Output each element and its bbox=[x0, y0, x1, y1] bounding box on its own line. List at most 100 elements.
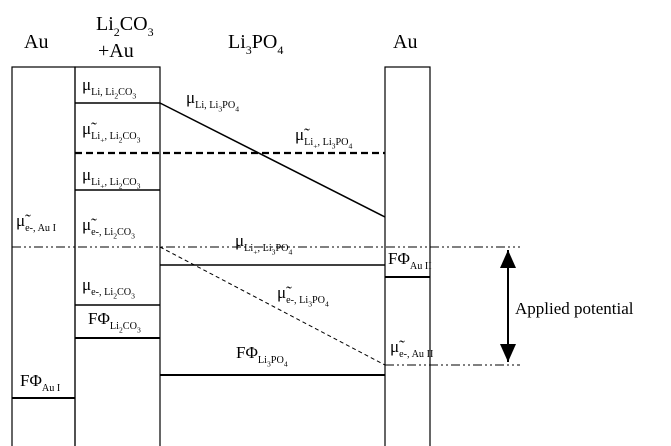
text-part: +Au bbox=[98, 40, 134, 62]
text-part: 2 bbox=[119, 326, 123, 335]
text-part: Li, Li bbox=[195, 100, 218, 111]
text-part: Li bbox=[96, 13, 114, 35]
level-label: μLi+, Li3PO4 bbox=[235, 231, 293, 257]
text-part: CO bbox=[120, 13, 148, 35]
text-part: PO bbox=[271, 355, 284, 366]
text-part: 2 bbox=[113, 232, 117, 241]
text-part: Au bbox=[24, 31, 48, 53]
text-part: Li bbox=[228, 31, 246, 53]
level-label: μ̃e-, Li3PO4 bbox=[277, 283, 329, 309]
column-header: Li3PO4 bbox=[228, 31, 283, 57]
text-part: 3 bbox=[132, 92, 136, 101]
level-label: FΦLi3PO4 bbox=[236, 343, 288, 369]
level-label: μ̃Li+, Li3PO4 bbox=[295, 125, 353, 151]
text-part: Au I bbox=[42, 383, 61, 394]
text-part: 3 bbox=[308, 300, 312, 309]
text-part: e-, Li bbox=[286, 295, 308, 306]
text-part: 4 bbox=[289, 248, 293, 257]
column-header: +Au bbox=[98, 40, 134, 62]
text-part: Li bbox=[91, 177, 100, 188]
text-part: , Li bbox=[105, 131, 119, 142]
text-part: 3 bbox=[131, 292, 135, 301]
level bbox=[159, 102, 386, 218]
text-part: 2 bbox=[119, 136, 123, 145]
text-part: 2 bbox=[114, 25, 120, 39]
text-part: Li bbox=[91, 131, 100, 142]
text-part: FΦ bbox=[88, 309, 110, 328]
text-part: FΦ bbox=[236, 343, 258, 362]
text-part: 3 bbox=[246, 43, 252, 57]
text-part: 2 bbox=[113, 292, 117, 301]
columns bbox=[11, 66, 431, 446]
level-label: μ̃Li+, Li2CO3 bbox=[82, 119, 141, 145]
column-header: Au bbox=[393, 31, 417, 53]
text-part: CO bbox=[122, 177, 136, 188]
text-part: , Li bbox=[258, 243, 272, 254]
level-label: FΦLi2CO3 bbox=[88, 309, 141, 335]
text-part: e-, Li bbox=[91, 287, 113, 298]
text-part: CO bbox=[122, 131, 136, 142]
text-part: Au bbox=[393, 31, 417, 53]
text-part: CO bbox=[118, 87, 132, 98]
text-part: PO bbox=[312, 295, 325, 306]
text-part: + bbox=[313, 142, 317, 151]
text-part: 2 bbox=[119, 182, 123, 191]
text-part: CO bbox=[117, 287, 131, 298]
level-label: μLi, Li3PO4 bbox=[186, 88, 239, 114]
levels bbox=[12, 102, 520, 399]
text-part: Li bbox=[304, 137, 313, 148]
text-part: Li, Li bbox=[91, 87, 114, 98]
text-part: μ bbox=[235, 231, 244, 250]
text-part: 4 bbox=[325, 300, 329, 309]
text-part: PO bbox=[252, 31, 278, 53]
text-part: e-, Au II bbox=[399, 349, 434, 360]
annotation: Applied potential bbox=[515, 299, 634, 318]
level-label: μ̃e-, Li2CO3 bbox=[82, 215, 135, 241]
text-part: 3 bbox=[218, 105, 222, 114]
text-part: , Li bbox=[105, 177, 119, 188]
column-header: Au bbox=[24, 31, 48, 53]
text-part: FΦ bbox=[20, 371, 42, 390]
level-label: FΦAu II bbox=[388, 249, 432, 272]
text-part: Li bbox=[244, 243, 253, 254]
text-part: 3 bbox=[137, 326, 141, 335]
text-part: 3 bbox=[148, 25, 154, 39]
text-part: 4 bbox=[349, 142, 353, 151]
text-part: e-, Au I bbox=[25, 223, 56, 234]
level-label: μ̃e-, Au I bbox=[16, 211, 57, 234]
text-part: μ bbox=[82, 275, 91, 294]
text-part: 3 bbox=[332, 142, 336, 151]
text-part: Li bbox=[258, 355, 267, 366]
column-header: Li2CO3 bbox=[96, 13, 154, 39]
text-part: 2 bbox=[114, 92, 118, 101]
text-part: e-, Li bbox=[91, 227, 113, 238]
text-part: μ bbox=[186, 88, 195, 107]
text-part: + bbox=[253, 248, 257, 257]
au-right-box bbox=[384, 66, 431, 446]
level-label: FΦAu I bbox=[20, 371, 61, 394]
text-part: + bbox=[100, 182, 104, 191]
li2co3-box bbox=[74, 66, 161, 446]
text-part: PO bbox=[222, 100, 235, 111]
text-part: 4 bbox=[277, 43, 283, 57]
level-label: μe-, Li2CO3 bbox=[82, 275, 135, 301]
text-part: + bbox=[100, 136, 104, 145]
text-part: 3 bbox=[267, 360, 271, 369]
text-part: Au II bbox=[410, 261, 432, 272]
text-part: 3 bbox=[131, 232, 135, 241]
level-label: μ̃e-, Au II bbox=[390, 337, 434, 360]
text-part: CO bbox=[117, 227, 131, 238]
text-part: 3 bbox=[137, 182, 141, 191]
text-part: 4 bbox=[284, 360, 288, 369]
text-part: PO bbox=[335, 137, 348, 148]
text-part: FΦ bbox=[388, 249, 410, 268]
level bbox=[159, 246, 386, 366]
level-label: μLi, Li2CO3 bbox=[82, 75, 136, 101]
text-part: μ bbox=[82, 75, 91, 94]
text-part: , Li bbox=[318, 137, 332, 148]
text-part: PO bbox=[275, 243, 288, 254]
text-part: μ bbox=[82, 165, 91, 184]
level-label: μLi+, Li2CO3 bbox=[82, 165, 141, 191]
text-part: CO bbox=[123, 321, 137, 332]
